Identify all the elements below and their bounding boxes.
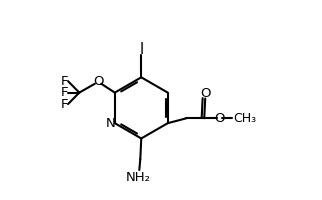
Text: NH₂: NH₂ [126, 171, 151, 184]
Text: N: N [106, 117, 115, 130]
Text: O: O [214, 112, 225, 125]
Text: I: I [139, 42, 143, 57]
Text: F: F [61, 98, 68, 111]
Text: F: F [61, 75, 68, 88]
Text: O: O [93, 75, 103, 88]
Text: O: O [200, 87, 211, 100]
Text: F: F [61, 86, 68, 99]
Text: CH₃: CH₃ [234, 112, 257, 125]
